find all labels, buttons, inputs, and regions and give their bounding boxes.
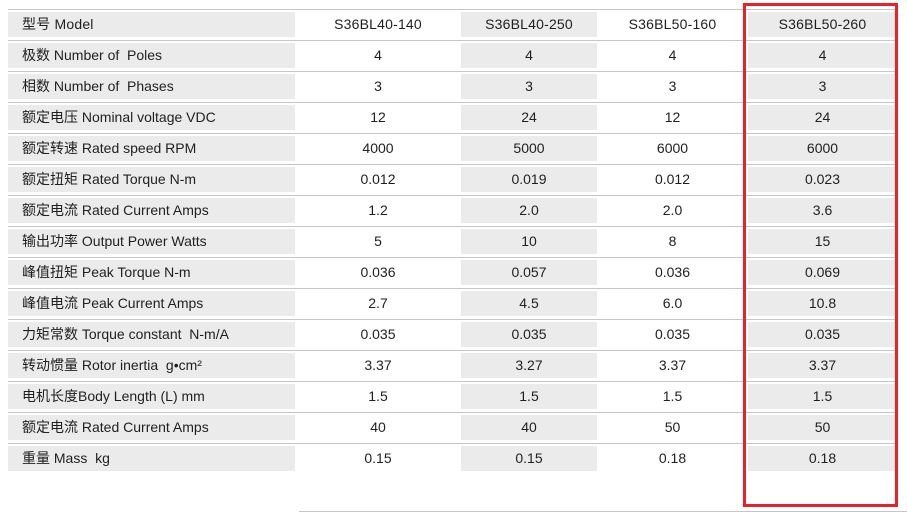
cell-value: 24 <box>461 105 597 130</box>
cell-value: 3.37 <box>603 353 742 378</box>
table-row: 额定扭矩 Rated Torque N-m 0.012 0.019 0.012 0.02… <box>8 164 897 195</box>
cell-value: 15 <box>748 229 897 254</box>
cell-value: 3 <box>461 74 597 99</box>
cell-value: 0.035 <box>461 322 597 347</box>
cell-value: 0.069 <box>748 260 897 285</box>
cell-value: 5000 <box>461 136 597 161</box>
table-row: 电机长度Body Length (L) mm 1.5 1.5 1.5 1.5 <box>8 381 897 412</box>
row-label: 额定电流 Rated Current Amps <box>8 198 295 223</box>
table-row: 峰值电流 Peak Current Amps 2.7 4.5 6.0 10.8 <box>8 288 897 319</box>
table-row: 转动惯量 Rotor inertia g•cm² 3.37 3.27 3.37 3.37 <box>8 350 897 381</box>
column-header-s36bl40-250: S36BL40-250 <box>461 12 597 37</box>
cell-value: 0.012 <box>301 167 455 192</box>
table-row: 重量 Mass kg 0.15 0.15 0.18 0.18 <box>8 443 897 474</box>
table-row: 输出功率 Output Power Watts 5 10 8 15 <box>8 226 897 257</box>
cell-value: 1.5 <box>461 384 597 409</box>
cell-value: 0.035 <box>301 322 455 347</box>
row-label: 额定电流 Rated Current Amps <box>8 415 295 440</box>
cell-value: 3.27 <box>461 353 597 378</box>
cell-value: 1.5 <box>748 384 897 409</box>
motor-spec-table: 型号 Model S36BL40-140 S36BL40-250 S36BL50-1… <box>8 3 907 512</box>
cell-value: 0.023 <box>748 167 897 192</box>
cell-value: 4 <box>301 43 455 68</box>
column-header-s36bl50-160: S36BL50-160 <box>603 12 742 37</box>
cell-value: 40 <box>461 415 597 440</box>
cell-value: 3.37 <box>748 353 897 378</box>
cell-value: 0.057 <box>461 260 597 285</box>
row-label: 峰值电流 Peak Current Amps <box>8 291 295 316</box>
cell-value: 4.5 <box>461 291 597 316</box>
cell-value: 0.036 <box>603 260 742 285</box>
cell-value: 10.8 <box>748 291 897 316</box>
table-row: 力矩常数 Torque constant N-m/A 0.035 0.035 0.03… <box>8 319 897 350</box>
row-label: 峰值扭矩 Peak Torque N-m <box>8 260 295 285</box>
cell-value: 6000 <box>748 136 897 161</box>
cell-value: 10 <box>461 229 597 254</box>
cell-value: 3 <box>301 74 455 99</box>
cell-value: 1.2 <box>301 198 455 223</box>
row-label: 额定电压 Nominal voltage VDC <box>8 105 295 130</box>
table-row: 额定电流 Rated Current Amps 40 40 50 50 <box>8 412 897 443</box>
cell-value: 0.035 <box>748 322 897 347</box>
column-header-s36bl50-260: S36BL50-260 <box>748 12 897 37</box>
cell-value: 12 <box>603 105 742 130</box>
cell-value: 0.019 <box>461 167 597 192</box>
cell-value: 2.0 <box>603 198 742 223</box>
table-row: 额定电压 Nominal voltage VDC 12 24 12 24 <box>8 102 897 133</box>
cell-value: 1.5 <box>301 384 455 409</box>
cell-value: 0.15 <box>461 446 597 471</box>
table-bottom-border <box>299 511 907 512</box>
cell-value: 4 <box>748 43 897 68</box>
table-row: 峰值扭矩 Peak Torque N-m 0.036 0.057 0.036 0.069 <box>8 257 897 288</box>
column-header-s36bl40-140: S36BL40-140 <box>301 12 455 37</box>
cell-value: 2.7 <box>301 291 455 316</box>
cell-value: 3.6 <box>748 198 897 223</box>
row-label: 额定转速 Rated speed RPM <box>8 136 295 161</box>
cell-value: 5 <box>301 229 455 254</box>
cell-value: 0.036 <box>301 260 455 285</box>
cell-value: 24 <box>748 105 897 130</box>
row-label: 重量 Mass kg <box>8 446 295 471</box>
cell-value: 40 <box>301 415 455 440</box>
cell-value: 6000 <box>603 136 742 161</box>
table-row: 额定转速 Rated speed RPM 4000 5000 6000 6000 <box>8 133 897 164</box>
cell-value: 1.5 <box>603 384 742 409</box>
cell-value: 3 <box>748 74 897 99</box>
row-label: 极数 Number of Poles <box>8 43 295 68</box>
row-label: 力矩常数 Torque constant N-m/A <box>8 322 295 347</box>
cell-value: 3.37 <box>301 353 455 378</box>
cell-value: 2.0 <box>461 198 597 223</box>
cell-value: 4000 <box>301 136 455 161</box>
cell-value: 6.0 <box>603 291 742 316</box>
cell-value: 0.18 <box>748 446 897 471</box>
cell-value: 0.012 <box>603 167 742 192</box>
cell-value: 0.18 <box>603 446 742 471</box>
table-row: 相数 Number of Phases 3 3 3 3 <box>8 71 897 102</box>
cell-value: 0.035 <box>603 322 742 347</box>
table-header-row: 型号 Model S36BL40-140 S36BL40-250 S36BL50-1… <box>8 9 897 40</box>
cell-value: 3 <box>603 74 742 99</box>
table-row: 额定电流 Rated Current Amps 1.2 2.0 2.0 3.6 <box>8 195 897 226</box>
column-header-model: 型号 Model <box>8 12 295 37</box>
cell-value: 50 <box>603 415 742 440</box>
cell-value: 12 <box>301 105 455 130</box>
cell-value: 0.15 <box>301 446 455 471</box>
row-label: 相数 Number of Phases <box>8 74 295 99</box>
cell-value: 50 <box>748 415 897 440</box>
row-label: 转动惯量 Rotor inertia g•cm² <box>8 353 295 378</box>
cell-value: 4 <box>603 43 742 68</box>
cell-value: 8 <box>603 229 742 254</box>
table-row: 极数 Number of Poles 4 4 4 4 <box>8 40 897 71</box>
row-label: 电机长度Body Length (L) mm <box>8 384 295 409</box>
cell-value: 4 <box>461 43 597 68</box>
row-label: 额定扭矩 Rated Torque N-m <box>8 167 295 192</box>
row-label: 输出功率 Output Power Watts <box>8 229 295 254</box>
